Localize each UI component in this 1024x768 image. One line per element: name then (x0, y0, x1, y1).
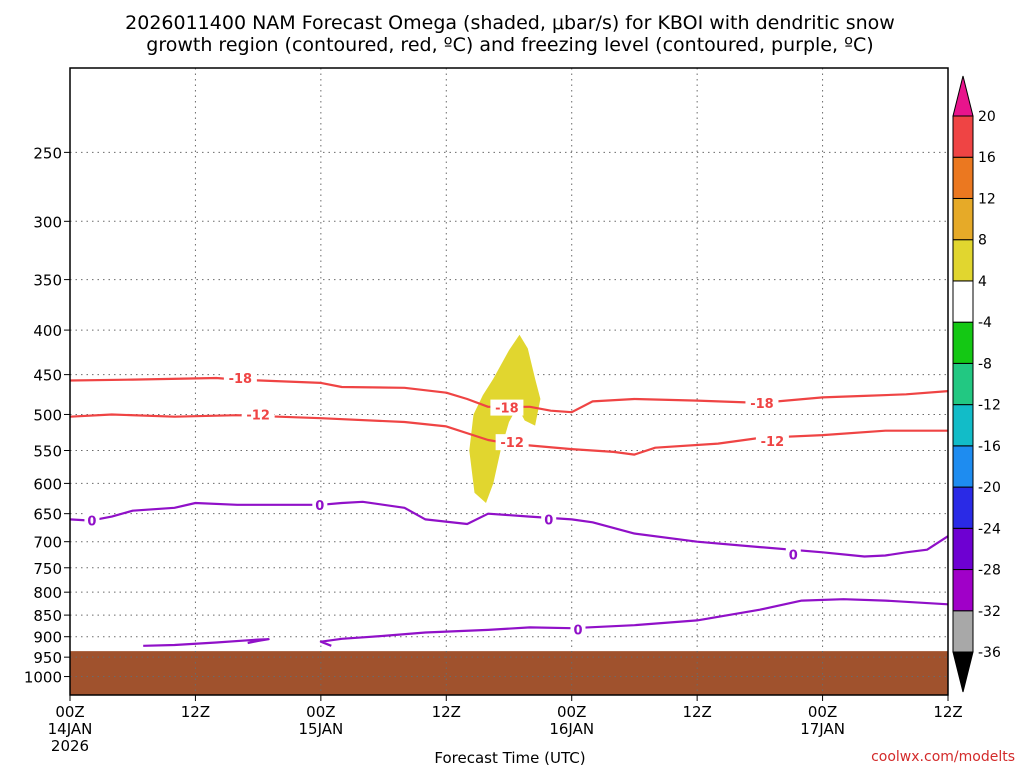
contour-label-bg (223, 369, 257, 386)
y-tick-label: 950 (33, 649, 62, 667)
chart-title-line-1: 2026011400 NAM Forecast Omega (shaded, μ… (125, 12, 895, 34)
contour-label-bg (241, 406, 275, 423)
omega-shading (469, 334, 541, 503)
ground-layer (70, 651, 948, 695)
y-tick-label: 750 (33, 560, 62, 578)
y-tick-label: 650 (33, 506, 62, 524)
x-tick-label: 14JAN (48, 720, 93, 738)
colorbar-label: -12 (978, 398, 1001, 414)
contour-label: 0 (87, 515, 96, 530)
y-tick-label: 550 (33, 443, 62, 461)
colorbar-label: -8 (978, 356, 992, 372)
x-tick-label: 12Z (432, 703, 461, 721)
contour-label: -18 (750, 397, 774, 412)
y-tick-label: 1000 (24, 669, 62, 687)
contour-label: -18 (495, 402, 519, 417)
y-tick-label: 800 (33, 584, 62, 602)
y-tick-label: 500 (33, 406, 62, 424)
contour-line (69, 376, 949, 414)
y-tick-label: 300 (33, 213, 62, 231)
y-tick-label: 900 (33, 629, 62, 647)
colorbar-bin (952, 156, 974, 199)
y-tick-label: 600 (33, 475, 62, 493)
contour-label-bg (84, 512, 100, 529)
ground-fill (70, 651, 948, 695)
contour-label-bg (745, 394, 779, 411)
colorbar-bin (952, 404, 974, 447)
credit-text[interactable]: coolwx.com/modelts (871, 749, 1015, 765)
x-tick-label: 2026 (51, 737, 89, 755)
contour-label-bg (541, 511, 557, 528)
colorbar: -36 -32 -28 -24 -20 -16 -12 -8 -4 4 8 12 16 20 (952, 75, 1001, 693)
contour-label-bg (495, 434, 529, 451)
colorbar-bin (952, 651, 974, 693)
contour-label-bg (490, 399, 524, 416)
colorbar-label: 12 (978, 191, 996, 207)
omega-shaded-region (469, 334, 541, 503)
y-tick-label: 850 (33, 607, 62, 625)
x-tick-label: 00Z (306, 703, 335, 721)
x-tick-label: 17JAN (800, 720, 845, 738)
colorbar-label: 8 (978, 233, 987, 249)
chart-title-line-2: growth region (contoured, red, ºC) and f… (146, 34, 873, 56)
colorbar-label: 4 (978, 274, 987, 290)
colorbar-label: -4 (978, 315, 992, 331)
contour-line (319, 598, 949, 647)
contour-label: -12 (500, 436, 524, 451)
x-tick-label: 15JAN (298, 720, 343, 738)
y-tick-label: 450 (33, 367, 62, 385)
contours: -18 -18 -18 -12 -12 -12 0 0 0 0 0 (69, 369, 949, 647)
contour-label: 0 (789, 548, 798, 563)
colorbar-bin (952, 115, 974, 158)
y-tick-label: 250 (33, 144, 62, 162)
colorbar-label: -36 (978, 645, 1001, 661)
colorbar-bin (952, 280, 974, 323)
colorbar-bin (952, 486, 974, 529)
x-tick-label: 16JAN (549, 720, 594, 738)
x-axis-label: Forecast Time (UTC) (434, 749, 585, 767)
colorbar-label: -32 (978, 604, 1001, 620)
contour-label-bg (312, 496, 328, 513)
colorbar-label: 20 (978, 109, 996, 125)
colorbar-bin (952, 569, 974, 612)
x-tick-label: 00Z (55, 703, 84, 721)
contour-label: -12 (246, 408, 270, 423)
contour-label: 0 (315, 499, 324, 514)
colorbar-bin (952, 527, 974, 571)
contour-line (69, 500, 949, 558)
contour-label-bg (785, 546, 801, 563)
x-tick-label: 12Z (933, 703, 962, 721)
colorbar-label: -20 (978, 480, 1001, 496)
contour-label: 0 (544, 513, 553, 528)
colorbar-bin (952, 239, 974, 282)
colorbar-bin (952, 445, 974, 488)
colorbar-bin (952, 197, 974, 241)
contour-label: -18 (229, 372, 253, 387)
y-tick-label: 350 (33, 272, 62, 290)
colorbar-bin (952, 610, 974, 653)
colorbar-label: 16 (978, 150, 996, 166)
colorbar-label: -28 (978, 563, 1001, 579)
colorbar-bin (952, 321, 974, 364)
contour-label-bg (570, 621, 586, 638)
colorbar-bin (952, 362, 974, 406)
plot-frame (69, 67, 949, 696)
contour-line (143, 638, 270, 647)
y-tick-label: 400 (33, 322, 62, 340)
x-tick-label: 00Z (557, 703, 586, 721)
y-tick-label: 700 (33, 534, 62, 552)
colorbar-label: -16 (978, 439, 1001, 455)
x-tick-label: 12Z (682, 703, 711, 721)
contour-label: -12 (761, 435, 785, 450)
x-tick-label: 00Z (808, 703, 837, 721)
x-tick-label: 12Z (181, 703, 210, 721)
colorbar-bin (952, 75, 974, 117)
y-axis-ticks: 250 300 350 400 450 500 550 600 650 700 750 800 850 9… (24, 144, 70, 687)
contour-label: 0 (573, 624, 582, 639)
contour-label-bg (755, 432, 789, 449)
colorbar-label: -24 (978, 521, 1001, 537)
